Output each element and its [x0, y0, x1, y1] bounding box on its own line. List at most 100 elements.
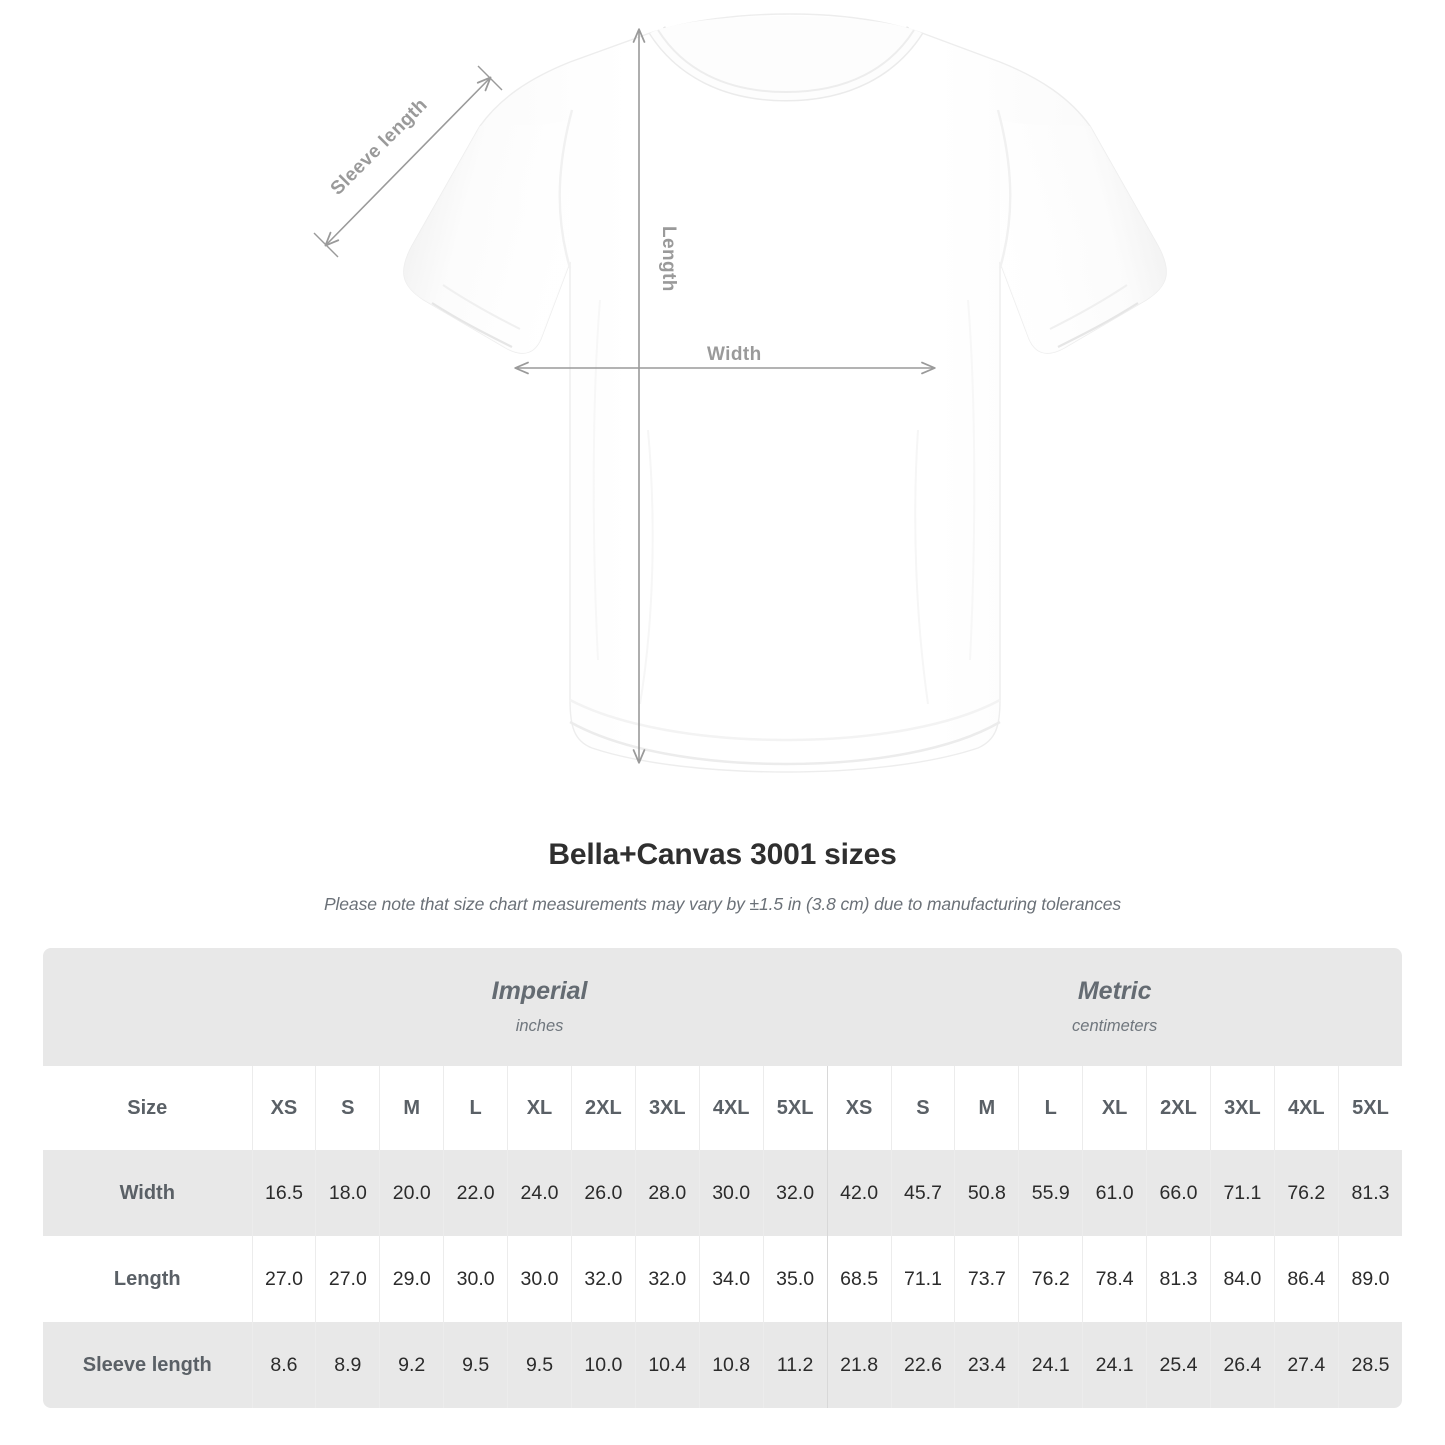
cell-metric: 84.0 — [1209, 1236, 1275, 1322]
unit-group-subtitle: centimeters — [1072, 1017, 1158, 1036]
cell-metric: 25.4 — [1146, 1322, 1211, 1408]
cell-imperial: 30.0 — [698, 1150, 764, 1236]
sleeve-left-hem — [431, 302, 513, 348]
unit-group-subtitle: inches — [515, 1017, 564, 1036]
size-column-header: 5XL — [762, 1066, 828, 1150]
size-column-header: 3XL — [1209, 1066, 1275, 1150]
sleeve-right-hem — [1057, 302, 1139, 348]
cell-metric: 78.4 — [1082, 1236, 1147, 1322]
cell-metric: 66.0 — [1146, 1150, 1211, 1236]
cell-metric: 81.3 — [1337, 1150, 1403, 1236]
cell-metric: 76.2 — [1273, 1150, 1339, 1236]
cell-imperial: 22.0 — [443, 1150, 508, 1236]
cell-imperial: 28.0 — [634, 1150, 700, 1236]
size-chart-table-wrapper: Imperial inches Metric centimeters Size XS S M L… — [43, 948, 1403, 1408]
cell-metric: 21.8 — [826, 1322, 892, 1408]
cell-imperial: 9.5 — [443, 1322, 508, 1408]
size-row-header-label: Size — [43, 1066, 252, 1150]
cell-metric: 68.5 — [826, 1236, 892, 1322]
cell-imperial: 16.5 — [251, 1150, 316, 1236]
cell-imperial: 30.0 — [443, 1236, 508, 1322]
cell-imperial: 11.2 — [762, 1322, 828, 1408]
unit-group-name: Imperial — [491, 976, 588, 1005]
cell-metric: 81.3 — [1146, 1236, 1211, 1322]
size-column-header: M — [379, 1066, 444, 1150]
sleeve-left-shade — [403, 120, 570, 354]
cell-metric: 76.2 — [1018, 1236, 1083, 1322]
cell-metric: 24.1 — [1082, 1322, 1147, 1408]
sleeve-length-arrow — [324, 76, 492, 247]
size-chart-table: Imperial inches Metric centimeters Size XS S M L… — [43, 948, 1403, 1408]
cell-metric: 23.4 — [954, 1322, 1019, 1408]
unit-group-metric: Metric centimeters — [827, 948, 1403, 1066]
cell-metric: 22.6 — [890, 1322, 955, 1408]
cell-metric: 42.0 — [826, 1150, 892, 1236]
unit-group-imperial: Imperial inches — [252, 948, 828, 1066]
row-header-sleeve-length: Sleeve length — [43, 1322, 252, 1408]
measurement-arrows — [313, 28, 936, 764]
tolerance-note: Please note that size chart measurements… — [323, 894, 1122, 914]
cell-metric: 28.5 — [1337, 1322, 1403, 1408]
bottom-hem — [569, 698, 1001, 742]
size-column-header: 4XL — [698, 1066, 764, 1150]
width-label: Width — [707, 344, 762, 365]
cell-imperial: 27.0 — [251, 1236, 316, 1322]
page-title: Bella+Canvas 3001 sizes — [548, 838, 897, 871]
size-column-header: 2XL — [570, 1066, 636, 1150]
unit-group-row: Imperial inches Metric centimeters — [43, 948, 1403, 1066]
tshirt-graphic — [403, 13, 1167, 773]
table-row: Length 27.0 27.0 29.0 30.0 30.0 32.0 32.0 34.0 35… — [43, 1236, 1403, 1322]
cell-metric: 86.4 — [1273, 1236, 1339, 1322]
tshirt-measurement-illustration: Sleeve length Length Width — [313, 13, 1167, 773]
size-header-row: Size XS S M L XL 2XL 3XL 4XL 5XL XS S M L XL 2XL 3XL 4XL 5… — [43, 1066, 1403, 1150]
sleeve-tick-top — [477, 65, 503, 91]
bottom-hem-edge — [569, 720, 1001, 766]
size-column-header: XS — [251, 1066, 316, 1150]
length-label: Length — [658, 226, 679, 292]
size-column-header: 3XL — [634, 1066, 700, 1150]
cell-metric: 45.7 — [890, 1150, 955, 1236]
cell-metric: 61.0 — [1082, 1150, 1147, 1236]
cell-imperial: 35.0 — [762, 1236, 828, 1322]
cell-imperial: 20.0 — [379, 1150, 444, 1236]
cell-imperial: 9.2 — [379, 1322, 444, 1408]
size-column-header: XS — [826, 1066, 892, 1150]
armhole-seam-right — [996, 109, 1012, 269]
cell-imperial: 10.8 — [698, 1322, 764, 1408]
cell-imperial: 34.0 — [698, 1236, 764, 1322]
cell-imperial: 30.0 — [507, 1236, 572, 1322]
cell-metric: 26.4 — [1209, 1322, 1275, 1408]
unit-group-name: Metric — [1077, 976, 1152, 1005]
sleeve-length-label: Sleeve length — [327, 94, 432, 199]
cell-imperial: 10.0 — [570, 1322, 636, 1408]
cell-imperial: 8.9 — [315, 1322, 380, 1408]
cell-imperial: 18.0 — [315, 1150, 380, 1236]
collar-rib — [657, 29, 915, 94]
cell-imperial: 29.0 — [379, 1236, 444, 1322]
size-column-header: M — [954, 1066, 1019, 1150]
size-column-header: L — [443, 1066, 508, 1150]
cell-imperial: 9.5 — [507, 1322, 572, 1408]
cell-metric: 89.0 — [1337, 1236, 1403, 1322]
size-column-header: XL — [1082, 1066, 1147, 1150]
cell-imperial: 10.4 — [634, 1322, 700, 1408]
cell-imperial: 32.0 — [634, 1236, 700, 1322]
size-column-header: XL — [507, 1066, 572, 1150]
sleeve-right-hem-2 — [1049, 284, 1128, 330]
cell-imperial: 32.0 — [570, 1236, 636, 1322]
cell-metric: 50.8 — [954, 1150, 1019, 1236]
sleeve-tick-bottom — [313, 232, 339, 258]
row-header-length: Length — [43, 1236, 252, 1322]
size-column-header: 5XL — [1337, 1066, 1403, 1150]
table-row: Sleeve length 8.6 8.9 9.2 9.5 9.5 10.0 10.4 10.8… — [43, 1322, 1403, 1408]
fold-3 — [592, 299, 601, 661]
cell-imperial: 26.0 — [570, 1150, 636, 1236]
row-header-width: Width — [43, 1150, 252, 1236]
cell-imperial: 27.0 — [315, 1236, 380, 1322]
cell-metric: 27.4 — [1273, 1322, 1339, 1408]
size-column-header: 2XL — [1146, 1066, 1211, 1150]
unit-row-corner — [43, 948, 252, 1066]
size-column-header: S — [890, 1066, 955, 1150]
table-row: Width 16.5 18.0 20.0 22.0 24.0 26.0 28.0 30.0 32.… — [43, 1150, 1403, 1236]
cell-imperial: 8.6 — [251, 1322, 316, 1408]
